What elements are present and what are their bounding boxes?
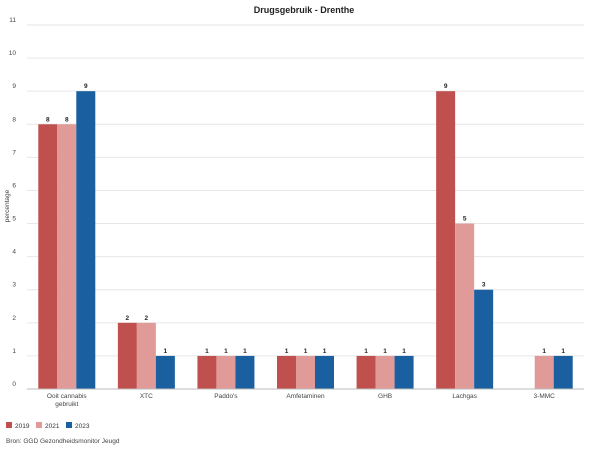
data-label: 2 [126,315,130,322]
data-label: 8 [46,116,50,123]
y-tick-label: 6 [12,182,16,189]
bar-2023[interactable] [474,289,494,389]
bar-2019[interactable] [436,91,456,389]
category-label: Paddo's [214,393,238,400]
y-axis-label: percentage [4,189,11,222]
legend-label-2019[interactable]: 2019 [15,423,30,430]
y-tick-label: 8 [12,116,16,123]
source-note: Bron: GGD Gezondheidsmonitor Jeugd [6,438,120,445]
data-label: 1 [364,348,368,355]
data-label: 5 [463,216,467,223]
data-label: 1 [542,348,546,355]
bar-2023[interactable] [155,355,175,389]
bar-2021[interactable] [375,355,395,389]
bar-2019[interactable] [38,124,58,389]
y-tick-label: 5 [12,216,16,223]
data-label: 1 [323,348,327,355]
category-label: gebruikt [55,401,78,408]
bar-2023[interactable] [315,355,334,389]
y-tick-label: 3 [12,282,16,289]
gridlines [27,24,584,357]
legend-swatch-2019[interactable] [6,422,12,428]
legend-swatch-2023[interactable] [66,422,72,428]
bar-2019[interactable] [356,355,376,389]
y-tick-label: 11 [9,17,16,24]
data-label: 9 [84,83,88,90]
bar-2021[interactable] [455,223,475,389]
bars [38,91,573,389]
category-label: Amfetaminen [286,393,325,400]
category-label: XTC [140,393,153,400]
data-label: 1 [285,348,289,355]
y-tick-label: 10 [9,50,17,57]
bar-2021[interactable] [57,124,77,389]
data-label: 9 [444,83,448,90]
chart-title: Drugsgebruik - Drenthe [254,5,355,15]
category-label: Ooit cannabis [47,393,87,400]
legend-swatch-2021[interactable] [36,422,42,428]
y-tick-label: 2 [12,315,16,322]
bar-2019[interactable] [277,355,296,389]
bar-2023[interactable] [235,355,255,389]
bar-2019[interactable] [117,322,137,389]
bar-2021[interactable] [534,355,554,389]
data-label: 1 [224,348,228,355]
bar-2021[interactable] [216,355,236,389]
legend-label-2023[interactable]: 2023 [75,423,90,430]
data-label: 1 [383,348,387,355]
y-tick-label: 0 [12,381,16,388]
y-tick-label: 7 [12,149,16,156]
data-label: 1 [205,348,209,355]
legend[interactable]: 2019 2021 2023 [6,422,90,430]
data-label: 2 [145,315,149,322]
bar-2023[interactable] [76,91,96,389]
data-label: 3 [482,282,486,289]
bar-2019[interactable] [197,355,217,389]
y-tick-label: 9 [12,83,16,90]
data-label: 8 [65,116,69,123]
bar-2023[interactable] [394,355,414,389]
category-label: GHB [378,393,392,400]
data-label: 1 [243,348,247,355]
data-labels: 8 8 9 2 2 1 1 1 1 1 1 1 1 1 1 9 5 3 1 1 [46,83,565,355]
bar-2023[interactable] [553,355,573,389]
category-label: 3-MMC [534,393,556,400]
bar-2021[interactable] [136,322,156,389]
y-axis-ticks: 0 1 2 3 4 5 6 7 8 9 10 11 [9,17,17,388]
data-label: 1 [561,348,565,355]
data-label: 1 [402,348,406,355]
bar-2021[interactable] [296,355,315,389]
legend-label-2021[interactable]: 2021 [45,423,60,430]
data-label: 1 [304,348,308,355]
data-label: 1 [164,348,168,355]
y-tick-label: 4 [12,249,16,256]
category-label: Lachgas [452,393,477,400]
y-tick-label: 1 [12,348,16,355]
